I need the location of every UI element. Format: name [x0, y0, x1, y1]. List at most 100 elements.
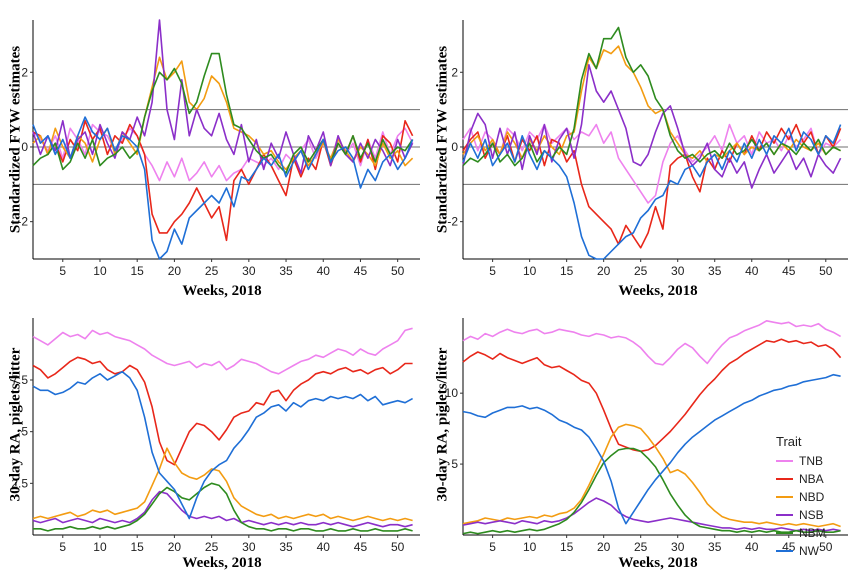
panel-bottom-left: 5 10 15 20 25 30 35 40 45 50 2.5 5 7.5 — [11, 318, 420, 554]
series-line-nba — [32, 356, 413, 466]
series-line-nw — [462, 124, 842, 260]
series-line-tnb — [32, 123, 414, 182]
legend-item-tnb: TNB — [776, 452, 850, 470]
x-tick-label: 30 — [671, 540, 685, 554]
legend-key-nbm — [776, 532, 793, 534]
legend-label-nbm: NBM — [799, 526, 826, 540]
series-line-nbm — [33, 482, 413, 532]
series-line-nba — [462, 338, 842, 453]
legend-item-nbd: NBD — [776, 488, 850, 506]
y-axis-label-bottom-left: 30-day RA, piglets/litter — [7, 347, 24, 502]
legend-label-nba: NBA — [799, 472, 824, 486]
x-tick-label: 40 — [317, 264, 331, 278]
x-tick-label: 15 — [560, 540, 574, 554]
x-tick-label: 15 — [131, 264, 145, 278]
series-line-tnb — [32, 327, 413, 375]
y-tick-label: 0 — [21, 140, 28, 154]
x-tick-label: 10 — [93, 264, 107, 278]
legend: Trait TNB NBA NBD NSB NBM NW — [776, 434, 850, 560]
x-axis-label-bottom-left: Weeks, 2018 — [182, 555, 262, 571]
series-line-nbm — [32, 52, 414, 174]
x-tick-label: 5 — [489, 264, 496, 278]
x-tick-label: 5 — [59, 540, 66, 554]
x-tick-label: 35 — [279, 264, 293, 278]
series-line-nsb — [462, 497, 841, 532]
legend-label-nsb: NSB — [799, 508, 824, 522]
series-line-nw — [462, 373, 841, 525]
x-tick-label: 45 — [354, 540, 368, 554]
legend-label-nbd: NBD — [799, 490, 825, 504]
x-axis-label-bottom-right: Weeks, 2018 — [618, 555, 698, 571]
legend-key-nw — [776, 550, 793, 552]
x-tick-label: 25 — [205, 540, 219, 554]
series-line-nw — [32, 370, 413, 520]
panel-top-left: 5 10 15 20 25 30 35 40 45 50 -2 0 2 — [17, 19, 420, 278]
x-axis-label-top-left: Weeks, 2018 — [182, 283, 262, 299]
x-tick-label: 10 — [93, 540, 107, 554]
x-tick-label: 15 — [131, 540, 145, 554]
x-tick-label: 40 — [745, 540, 759, 554]
series-line-tnb — [462, 319, 841, 366]
y-tick-label: 5 — [21, 425, 28, 439]
series-line-nbm — [462, 26, 841, 167]
y-tick-label: 7.5 — [11, 373, 28, 387]
x-tick-label: 20 — [168, 264, 182, 278]
x-tick-label: 35 — [708, 264, 722, 278]
y-tick-label: -2 — [17, 215, 28, 229]
x-tick-label: 45 — [354, 264, 368, 278]
legend-key-tnb — [776, 460, 793, 462]
panel-top-right: 5 10 15 20 25 30 35 40 45 50 -2 0 2 — [447, 20, 848, 278]
x-tick-label: 10 — [523, 540, 537, 554]
x-tick-label: 35 — [279, 540, 293, 554]
x-tick-label: 5 — [489, 540, 496, 554]
series-line-nsb — [32, 490, 413, 528]
y-axis-label-bottom-right: 30-day RA, piglets/litter — [434, 347, 451, 502]
y-tick-label: -2 — [447, 215, 458, 229]
x-tick-label: 35 — [708, 540, 722, 554]
series-line-nsb — [462, 64, 842, 189]
series-line-nsb — [32, 19, 414, 174]
x-tick-label: 10 — [523, 264, 537, 278]
y-axis-label-top-right: Standardized FYW estimates — [434, 45, 451, 234]
x-tick-label: 40 — [745, 264, 759, 278]
legend-label-tnb: TNB — [799, 454, 823, 468]
series-line-nba — [32, 120, 414, 242]
legend-item-nbm: NBM — [776, 524, 850, 542]
legend-item-nsb: NSB — [776, 506, 850, 524]
y-tick-label: 2 — [451, 65, 458, 79]
legend-item-nw: NW — [776, 542, 850, 560]
x-tick-label: 20 — [597, 540, 611, 554]
x-tick-label: 30 — [242, 540, 256, 554]
x-tick-label: 25 — [205, 264, 219, 278]
x-tick-label: 30 — [242, 264, 256, 278]
x-tick-label: 25 — [634, 264, 648, 278]
series-line-nbd — [32, 447, 413, 522]
series-line-tnb — [462, 123, 842, 204]
y-tick-label: 10 — [445, 386, 459, 400]
y-tick-label: 2 — [21, 65, 28, 79]
legend-item-nba: NBA — [776, 470, 850, 488]
x-tick-label: 50 — [819, 264, 833, 278]
series-line-nw — [32, 116, 414, 260]
y-axis-label-top-left: Standardized FYW estimates — [7, 45, 24, 234]
x-tick-label: 20 — [597, 264, 611, 278]
y-tick-label: 5 — [451, 457, 458, 471]
legend-label-nw: NW — [799, 544, 819, 558]
y-tick-label: 0 — [451, 140, 458, 154]
x-tick-label: 50 — [391, 264, 405, 278]
x-tick-label: 15 — [560, 264, 574, 278]
x-tick-label: 45 — [782, 264, 796, 278]
legend-key-nba — [776, 478, 793, 480]
x-axis-label-top-right: Weeks, 2018 — [618, 283, 698, 299]
y-tick-label: 2.5 — [11, 476, 28, 490]
x-tick-label: 30 — [671, 264, 685, 278]
x-tick-label: 50 — [819, 540, 833, 554]
legend-title: Trait — [776, 434, 802, 449]
series-line-nbm — [462, 447, 841, 535]
x-tick-label: 20 — [168, 540, 182, 554]
legend-key-nbd — [776, 496, 793, 498]
x-tick-label: 5 — [59, 264, 66, 278]
